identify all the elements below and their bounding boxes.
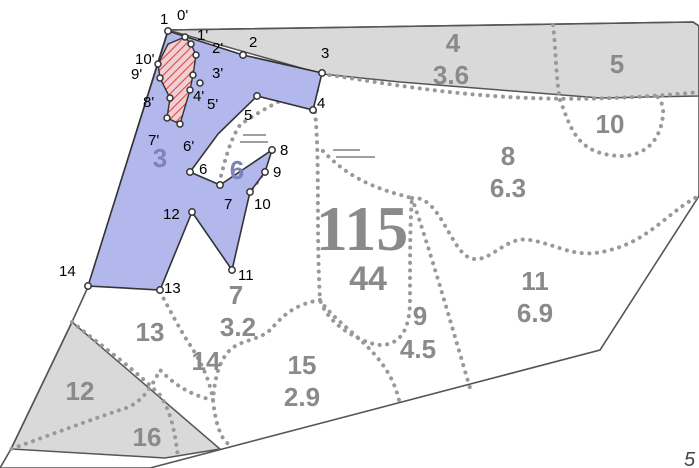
corner-label: 5 (684, 449, 696, 468)
svg-text:7: 7 (224, 196, 232, 213)
svg-text:12: 12 (163, 206, 180, 223)
parcel-6-number: 6 (230, 155, 244, 185)
vertex-1p (187, 40, 195, 48)
vertex-10p (154, 60, 162, 68)
vertex-14 (84, 282, 92, 290)
svg-text:5: 5 (244, 107, 252, 124)
vertex-3 (318, 69, 326, 77)
vertex-7p (163, 114, 171, 122)
svg-text:6': 6' (183, 138, 194, 155)
parcel-14-number: 14 (192, 346, 221, 376)
svg-text:10': 10' (135, 51, 155, 68)
vertex-5p (186, 86, 194, 94)
parcel-4-area: 3.6 (433, 60, 469, 90)
vertex-4p (196, 79, 204, 87)
vertex-1 (164, 27, 172, 35)
svg-text:9: 9 (273, 164, 281, 181)
parcel-9-number: 9 (413, 301, 427, 331)
parcel-11-number: 11 (521, 266, 549, 296)
svg-text:6: 6 (199, 161, 207, 178)
svg-text:4: 4 (317, 95, 325, 112)
vertex-labels: 1 2 3 4 5 6 7 8 9 10 11 12 13 14 0' 1' 2… (59, 7, 329, 297)
vertex-6 (186, 168, 194, 176)
parcel-13-number: 13 (136, 317, 165, 347)
parcel-3-number: 3 (153, 143, 167, 173)
vertex-10 (246, 188, 254, 196)
vertex-2p (192, 51, 200, 59)
selected-parcel[interactable] (86, 29, 323, 291)
svg-text:11: 11 (238, 267, 254, 284)
svg-text:1: 1 (160, 11, 168, 28)
vertex-11 (228, 266, 236, 274)
parcel-7-number: 7 (229, 280, 243, 310)
svg-text:13: 13 (164, 280, 181, 297)
svg-text:10: 10 (254, 196, 271, 213)
vertex-7 (216, 181, 224, 189)
vertex-12 (188, 208, 196, 216)
svg-text:3: 3 (321, 45, 329, 62)
cadastral-subnumber: 44 (349, 260, 387, 298)
parcel-11-area: 6.9 (517, 298, 553, 328)
svg-text:2: 2 (249, 34, 257, 51)
parcel-12-16-area (9, 320, 222, 459)
parcel-7-area: 3.2 (220, 312, 256, 342)
svg-text:1': 1' (197, 27, 208, 44)
vertex-5 (253, 92, 261, 100)
svg-text:2': 2' (212, 40, 223, 57)
parcel-8-number: 8 (501, 141, 515, 171)
svg-text:3': 3' (212, 65, 223, 82)
parcel-4-number: 4 (446, 28, 461, 58)
vertex-0p (181, 33, 189, 41)
vertex-8p (166, 94, 174, 102)
parcel-16-number: 16 (133, 422, 162, 452)
survey-vertices (84, 27, 326, 294)
vertex-6p (176, 120, 184, 128)
vertex-9p (156, 74, 164, 82)
svg-text:5': 5' (207, 96, 218, 113)
svg-text:14: 14 (59, 263, 76, 280)
cadastral-number: 115 (316, 193, 408, 264)
svg-text:4': 4' (193, 88, 204, 105)
parcel-5-number: 5 (610, 49, 624, 79)
svg-text:8: 8 (280, 142, 288, 159)
hatch-marks (240, 134, 375, 158)
parcel-15-number: 15 (288, 350, 317, 380)
svg-text:7': 7' (148, 132, 159, 149)
vertex-9 (261, 168, 269, 176)
parcel-8-area: 6.3 (490, 173, 526, 203)
parcel-12-number: 12 (66, 376, 95, 406)
parcel-15-area: 2.9 (284, 382, 320, 412)
vertex-13 (156, 286, 164, 294)
vertex-2 (239, 51, 247, 59)
vertex-8 (268, 146, 276, 154)
svg-text:0': 0' (177, 7, 188, 24)
parcel-10-number: 10 (596, 109, 625, 139)
parcel-boundary (0, 21, 699, 468)
svg-text:9': 9' (131, 66, 142, 83)
vertex-4 (309, 106, 317, 114)
vertex-3p (189, 71, 197, 79)
parcel-9-area: 4.5 (400, 334, 436, 364)
svg-text:8': 8' (143, 94, 154, 111)
